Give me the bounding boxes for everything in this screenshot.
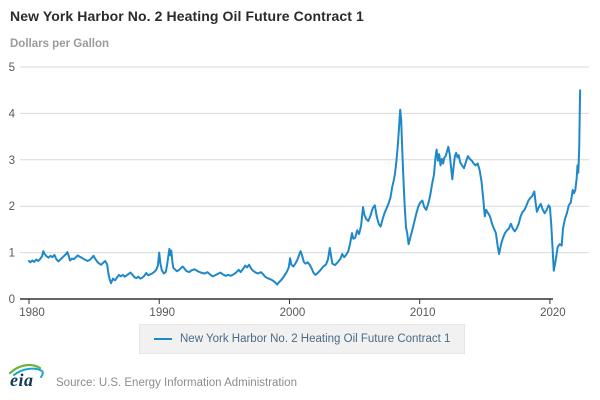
y-axis-tick-label: 1: [9, 248, 15, 260]
eia-logo-swoosh-icon: [8, 363, 44, 378]
eia-logo[interactable]: eia: [8, 362, 46, 394]
y-axis-tick-label: 0: [9, 294, 15, 306]
x-axis-tick-label: 2000: [280, 307, 306, 319]
legend: New York Harbor No. 2 Heating Oil Future…: [139, 324, 466, 354]
chart-units-label: Dollars per Gallon: [10, 38, 110, 50]
x-axis-tick-label: 1980: [19, 307, 45, 319]
heating-oil-price-line: [28, 89, 582, 286]
x-axis-tick-label: 2010: [410, 307, 436, 319]
y-axis-tick-label: 4: [9, 108, 16, 120]
legend-item-heating-oil[interactable]: New York Harbor No. 2 Heating Oil Future…: [154, 333, 450, 345]
y-axis-tick-label: 3: [9, 155, 15, 167]
footer: eia Source: U.S. Energy Information Admi…: [8, 362, 297, 394]
legend-item-label: New York Harbor No. 2 Heating Oil Future…: [180, 333, 451, 345]
chart-title: New York Harbor No. 2 Heating Oil Future…: [10, 8, 364, 24]
series-line-swatch-icon: [154, 338, 172, 340]
y-axis-tick-label: 5: [9, 62, 15, 74]
x-axis-tick-label: 2020: [540, 307, 566, 319]
x-axis-tick-label: 1990: [149, 307, 175, 319]
eia-logo-text: eia: [10, 370, 34, 390]
y-axis-tick-label: 2: [9, 201, 15, 213]
source-text: Source: U.S. Energy Information Administ…: [56, 377, 297, 389]
